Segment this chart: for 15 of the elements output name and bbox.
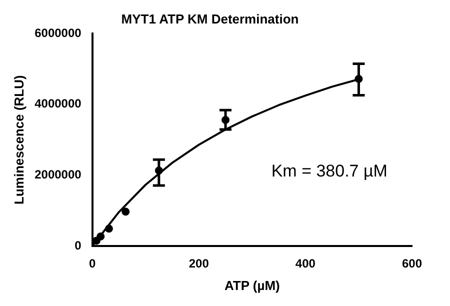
x-axis-title: ATP (µM) bbox=[224, 278, 280, 293]
x-tick-label: 600 bbox=[402, 256, 422, 271]
point bbox=[96, 232, 105, 240]
annotation: Km = 380.7 µM bbox=[271, 161, 388, 180]
x-tick-label: 0 bbox=[88, 256, 96, 271]
point bbox=[104, 224, 113, 233]
y-tick-label: 0 bbox=[74, 238, 82, 252]
x-tick-label: 200 bbox=[188, 256, 210, 271]
y-axis-title: Luminescence (RLU) bbox=[11, 75, 26, 204]
chart-title: MYT1 ATP KM Determination bbox=[121, 11, 299, 26]
y-tick-label: 2000000 bbox=[34, 168, 82, 182]
point bbox=[122, 208, 130, 216]
x-tick-label: 400 bbox=[295, 256, 316, 271]
y-tick-label: 4000000 bbox=[34, 96, 82, 111]
y-tick-label: 6000000 bbox=[34, 26, 82, 40]
